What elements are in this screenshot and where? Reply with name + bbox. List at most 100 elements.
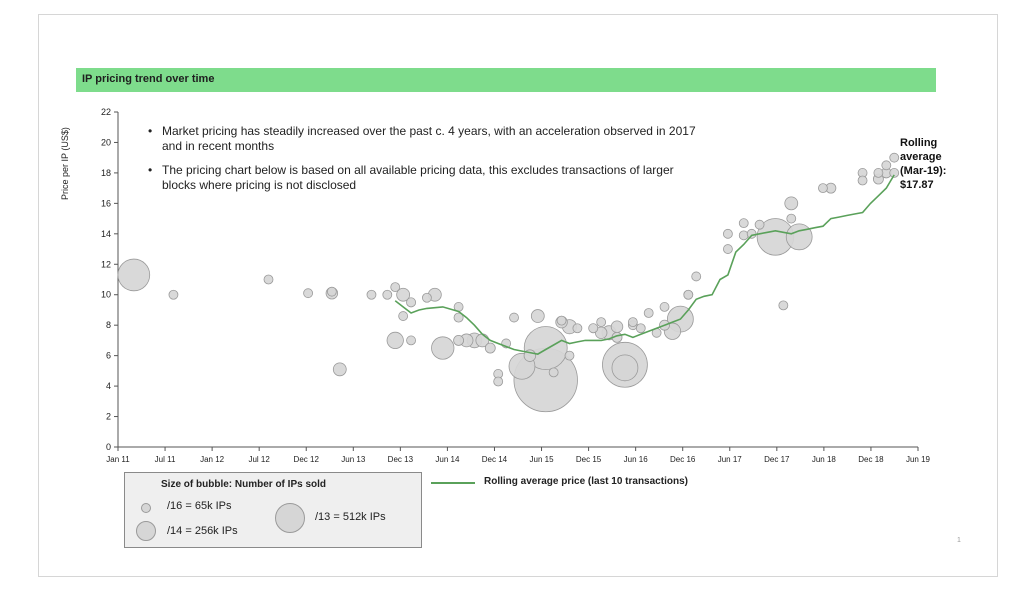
data-bubble (627, 317, 638, 328)
y-tick-label: 18 (101, 168, 111, 178)
rolling-average-callout: Rolling average (Mar-19): $17.87 (900, 136, 946, 192)
data-bubble (453, 312, 464, 323)
legend-title: Size of bubble: Number of IPs sold (161, 479, 327, 490)
data-bubble (738, 218, 749, 229)
x-tick-label: Jun 19 (906, 455, 931, 464)
data-bubble (818, 183, 828, 194)
data-bubble (691, 271, 702, 282)
data-bubble (723, 228, 733, 239)
x-tick-label: Jun 13 (341, 455, 366, 464)
data-bubble (168, 289, 179, 300)
section-header-bar: IP pricing trend over time (76, 68, 936, 92)
x-tick-label: Jan 12 (200, 455, 225, 464)
x-tick-label: Jul 12 (248, 455, 270, 464)
data-bubble (873, 168, 884, 178)
data-bubble (857, 175, 868, 186)
data-bubble (889, 168, 900, 178)
bubble-size-legend: Size of bubble: Number of IPs sold /16 =… (124, 472, 422, 548)
data-bubble (386, 331, 404, 350)
data-bubble (572, 323, 583, 334)
data-bubble (390, 282, 401, 293)
y-tick-label: 22 (101, 107, 111, 117)
x-tick-label: Jan 11 (106, 455, 130, 464)
data-bubble (643, 308, 654, 318)
data-bubble (683, 289, 694, 300)
bullet-list: Market pricing has steadily increased ov… (148, 124, 708, 202)
page-number: 1 (957, 537, 961, 544)
rolling-average-line (394, 174, 895, 355)
y-tick-label: 0 (106, 442, 111, 452)
legend-bubble-13 (275, 503, 305, 533)
section-title: IP pricing trend over time (82, 73, 215, 85)
data-bubble (117, 258, 151, 292)
data-bubble (778, 300, 789, 311)
data-bubble (723, 244, 733, 254)
legend-bubble-16 (141, 503, 151, 513)
data-bubble (406, 297, 417, 308)
data-bubble (785, 223, 813, 251)
data-bubble (659, 302, 670, 312)
data-bubble (484, 342, 496, 354)
data-bubble (326, 286, 337, 297)
y-tick-label: 16 (101, 198, 111, 208)
legend-label-16: /16 = 65k IPs (167, 500, 232, 512)
callout-value: $17.87 (900, 179, 934, 191)
legend-label-13: /13 = 512k IPs (315, 511, 386, 523)
x-tick-label: Dec 13 (388, 455, 414, 464)
legend-label-14: /14 = 256k IPs (167, 525, 238, 537)
data-bubble (556, 315, 567, 326)
line-legend-label: Rolling average price (last 10 transacti… (484, 476, 688, 487)
data-bubble (746, 228, 757, 239)
x-tick-label: Jul 11 (155, 455, 176, 464)
x-tick-label: Jun 14 (435, 455, 460, 464)
bullet-item: The pricing chart below is based on all … (148, 163, 708, 193)
y-tick-label: 6 (106, 351, 111, 361)
data-bubble (263, 274, 274, 285)
data-bubble (406, 335, 416, 346)
x-tick-label: Dec 17 (764, 455, 790, 464)
bullet-item: Market pricing has steadily increased ov… (148, 124, 708, 154)
callout-line: Rolling (900, 137, 938, 149)
data-bubble (784, 196, 799, 211)
x-tick-label: Dec 16 (670, 455, 696, 464)
data-bubble (431, 336, 455, 360)
data-bubble (396, 287, 411, 302)
data-bubble (332, 362, 347, 377)
y-tick-label: 10 (101, 290, 111, 300)
data-bubble (303, 288, 313, 299)
x-tick-label: Dec 14 (482, 455, 508, 464)
x-tick-label: Jun 16 (624, 455, 649, 464)
data-bubble (382, 289, 393, 300)
x-tick-label: Dec 18 (858, 455, 884, 464)
y-tick-label: 2 (106, 412, 111, 422)
y-tick-label: 12 (101, 259, 111, 269)
data-bubble (786, 213, 797, 224)
data-bubble (610, 320, 624, 333)
data-bubble (453, 334, 465, 346)
x-tick-label: Jun 15 (530, 455, 555, 464)
data-bubble (588, 323, 599, 334)
x-tick-label: Jun 17 (718, 455, 743, 464)
data-bubble (754, 219, 765, 230)
data-bubble (366, 289, 377, 300)
legend-bubble-14 (136, 521, 156, 541)
data-bubble (738, 230, 749, 241)
y-tick-label: 8 (106, 320, 111, 330)
x-tick-label: Dec 15 (576, 455, 602, 464)
line-legend-swatch (431, 482, 475, 484)
data-bubble (596, 317, 607, 328)
data-bubble (548, 367, 559, 378)
callout-line: average (900, 151, 942, 163)
x-tick-label: Dec 12 (294, 455, 320, 464)
data-bubble (881, 160, 892, 171)
data-bubble (398, 311, 409, 321)
data-bubble (635, 323, 646, 334)
x-tick-label: Jun 18 (812, 455, 837, 464)
y-axis-label: Price per IP (US$) (60, 127, 70, 200)
data-bubble (611, 354, 639, 382)
data-bubble (530, 309, 545, 323)
data-bubble (889, 152, 900, 163)
data-bubble (509, 312, 519, 323)
callout-line: (Mar-19): (900, 165, 947, 177)
